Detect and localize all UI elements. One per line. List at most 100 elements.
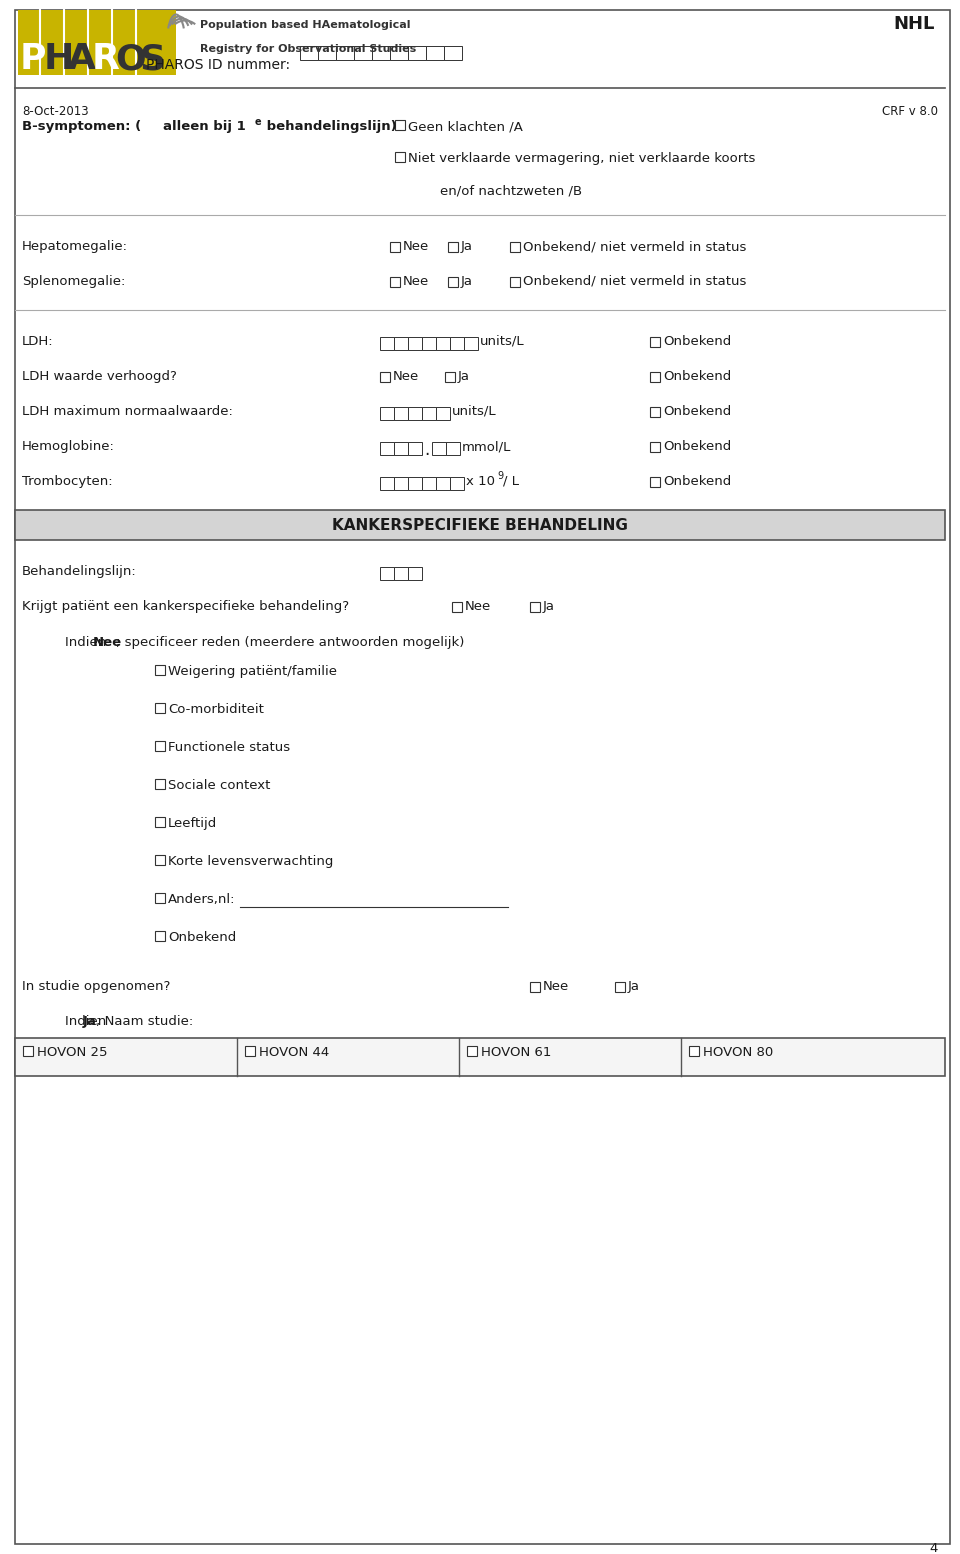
Bar: [372, 47, 390, 61]
Text: Onbekend: Onbekend: [663, 370, 732, 382]
Text: Behandelingslijn:: Behandelingslijn:: [22, 566, 136, 578]
Text: R: R: [92, 42, 120, 76]
Bar: [155, 817, 165, 827]
Bar: [380, 407, 394, 420]
Text: Onbekend/ niet vermeld in status: Onbekend/ niet vermeld in status: [523, 239, 746, 253]
Bar: [650, 441, 660, 452]
Text: mmol/L: mmol/L: [462, 440, 512, 454]
Bar: [689, 1046, 699, 1057]
Text: Nee: Nee: [403, 275, 429, 287]
Text: alleen bij 1: alleen bij 1: [163, 120, 246, 134]
Bar: [650, 371, 660, 382]
Bar: [446, 441, 460, 455]
Bar: [394, 477, 408, 490]
Text: Ja: Ja: [458, 370, 470, 382]
Text: en/of nachtzweten /B: en/of nachtzweten /B: [440, 183, 582, 197]
Text: Ja: Ja: [628, 981, 640, 993]
Text: Sociale context: Sociale context: [168, 779, 271, 793]
Bar: [155, 931, 165, 942]
Text: Nee: Nee: [543, 981, 569, 993]
Text: Ja: Ja: [543, 600, 555, 612]
Text: Onbekend: Onbekend: [663, 406, 732, 418]
Text: units/L: units/L: [480, 336, 524, 348]
Text: ; specificeer reden (meerdere antwoorden mogelijk): ; specificeer reden (meerdere antwoorden…: [116, 636, 465, 650]
Bar: [394, 407, 408, 420]
Text: Krijgt patiënt een kankerspecifieke behandeling?: Krijgt patiënt een kankerspecifieke beha…: [22, 600, 349, 612]
Bar: [530, 601, 540, 612]
Text: x 10: x 10: [466, 476, 495, 488]
Text: Functionele status: Functionele status: [168, 741, 290, 754]
Text: 8-Oct-2013: 8-Oct-2013: [22, 106, 88, 118]
Text: units/L: units/L: [452, 406, 496, 418]
Text: HOVON 44: HOVON 44: [259, 1046, 329, 1058]
Bar: [510, 277, 520, 287]
Text: Niet verklaarde vermagering, niet verklaarde koorts: Niet verklaarde vermagering, niet verkla…: [408, 152, 756, 165]
Text: HOVON 61: HOVON 61: [481, 1046, 551, 1058]
Bar: [408, 47, 426, 61]
Bar: [530, 982, 540, 991]
Text: 4: 4: [929, 1542, 938, 1554]
Text: Registry for Observational Studies: Registry for Observational Studies: [200, 44, 417, 54]
Text: Indien: Indien: [65, 1015, 110, 1029]
Bar: [155, 665, 165, 674]
Text: Onbekend: Onbekend: [168, 931, 236, 943]
Text: Nee: Nee: [393, 370, 420, 382]
Text: Onbekend/ niet vermeld in status: Onbekend/ niet vermeld in status: [523, 275, 746, 287]
Text: Ja: Ja: [461, 239, 473, 253]
Bar: [436, 337, 450, 350]
Bar: [394, 567, 408, 580]
Text: LDH maximum normaalwaarde:: LDH maximum normaalwaarde:: [22, 406, 233, 418]
Bar: [380, 441, 394, 455]
Bar: [650, 407, 660, 416]
Text: Indien: Indien: [65, 636, 110, 650]
Bar: [408, 477, 422, 490]
Text: S: S: [139, 42, 165, 76]
Text: Nee: Nee: [93, 636, 122, 650]
Text: Onbekend: Onbekend: [663, 336, 732, 348]
Bar: [395, 120, 405, 131]
Text: / L: / L: [503, 476, 519, 488]
Bar: [394, 441, 408, 455]
Text: A: A: [68, 42, 96, 76]
Text: Onbekend: Onbekend: [663, 440, 732, 454]
Bar: [155, 741, 165, 751]
Bar: [390, 47, 408, 61]
Bar: [380, 371, 390, 382]
Text: Trombocyten:: Trombocyten:: [22, 476, 112, 488]
Text: Nee: Nee: [403, 239, 429, 253]
Text: .: .: [424, 441, 429, 458]
Text: Weigering patiënt/familie: Weigering patiënt/familie: [168, 665, 337, 678]
Bar: [18, 9, 176, 75]
Bar: [354, 47, 372, 61]
Text: Nee: Nee: [465, 600, 492, 612]
Bar: [467, 1046, 477, 1057]
Text: e: e: [255, 117, 262, 127]
Bar: [155, 894, 165, 903]
Bar: [436, 407, 450, 420]
Text: KANKERSPECIFIEKE BEHANDELING: KANKERSPECIFIEKE BEHANDELING: [332, 517, 628, 533]
Bar: [380, 477, 394, 490]
Bar: [336, 47, 354, 61]
Text: behandelingslijn): behandelingslijn): [262, 120, 396, 134]
Bar: [615, 982, 625, 991]
Text: P: P: [20, 42, 46, 76]
Bar: [650, 337, 660, 347]
Text: HOVON 25: HOVON 25: [37, 1046, 108, 1058]
Bar: [408, 337, 422, 350]
Text: NHL: NHL: [894, 16, 935, 33]
Bar: [448, 242, 458, 252]
Bar: [436, 477, 450, 490]
Bar: [450, 337, 464, 350]
Text: Population based HAematological: Population based HAematological: [200, 20, 411, 30]
Text: Anders,nl:: Anders,nl:: [168, 894, 235, 906]
Bar: [245, 1046, 255, 1057]
Text: B-symptomen: (: B-symptomen: (: [22, 120, 141, 134]
Text: HOVON 80: HOVON 80: [703, 1046, 773, 1058]
Bar: [408, 407, 422, 420]
Bar: [390, 277, 400, 287]
Text: 9: 9: [497, 471, 503, 482]
Bar: [510, 242, 520, 252]
Text: LDH:: LDH:: [22, 336, 54, 348]
Bar: [390, 242, 400, 252]
Text: Ja: Ja: [461, 275, 473, 287]
